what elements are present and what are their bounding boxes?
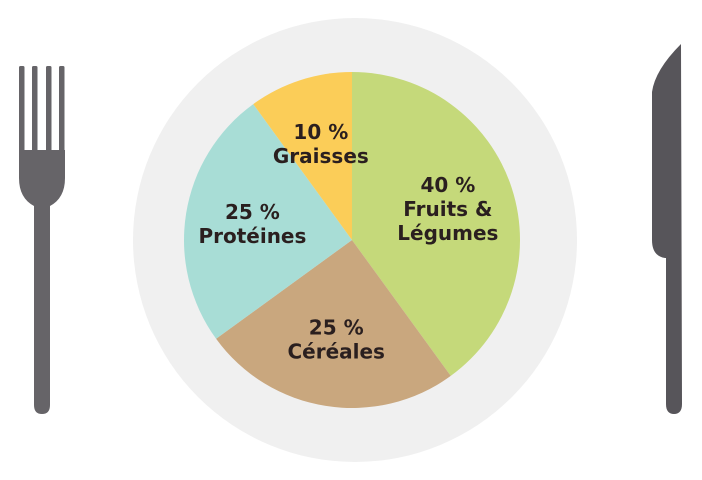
pie-label-1: 25 % Céréales — [287, 316, 385, 364]
slice-percent-label: 10 % — [293, 120, 348, 144]
slice-category-label: Protéines — [198, 224, 306, 248]
slice-category-label: Légumes — [397, 221, 498, 245]
pie-slices — [184, 72, 520, 408]
pie-slice-2 — [184, 104, 352, 339]
fork-icon — [19, 66, 65, 414]
knife-icon — [652, 44, 682, 414]
slice-category-label: Céréales — [287, 340, 385, 364]
slice-category-label: Graisses — [273, 144, 369, 168]
pie-slice-0 — [352, 72, 520, 376]
pie-label-3: 10 % Graisses — [273, 120, 369, 168]
pie-slice-1 — [216, 240, 451, 408]
slice-percent-label: 25 % — [225, 200, 280, 224]
pie-label-0: 40 % Fruits & Légumes — [397, 173, 498, 245]
pie-slice-3 — [253, 72, 352, 240]
slice-percent-label: 40 % — [420, 173, 475, 197]
pie-label-2: 25 % Protéines — [198, 200, 306, 248]
slice-category-label: Fruits & — [403, 197, 492, 221]
slice-percent-label: 25 % — [309, 316, 364, 340]
